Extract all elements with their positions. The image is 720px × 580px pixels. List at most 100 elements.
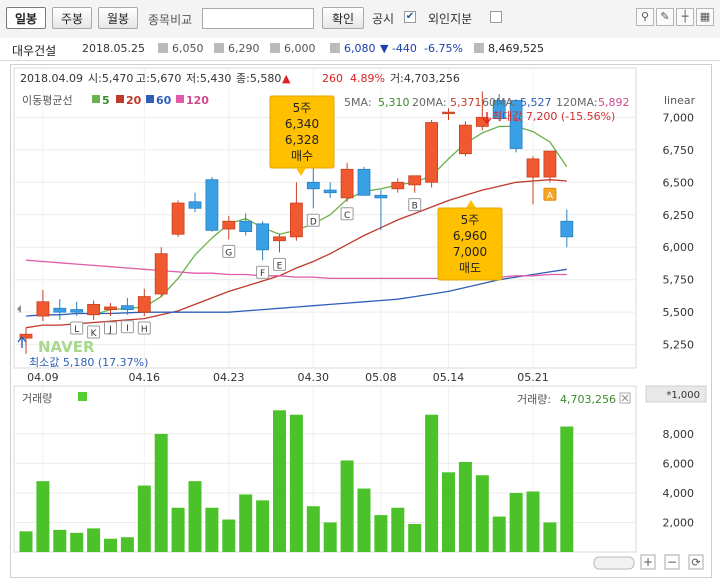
ma-legend-title: 이동평균선 — [22, 94, 73, 107]
scale-label[interactable]: linear — [664, 94, 696, 107]
crosshair-icon[interactable]: ┼ — [676, 8, 694, 26]
pin-icon[interactable]: ⚲ — [636, 8, 654, 26]
left-collapse-icon[interactable] — [17, 305, 21, 313]
x-tick-label: 04.16 — [129, 371, 161, 384]
candle — [340, 162, 354, 202]
buy-callout[interactable]: 5주 6,340 6,328 매수 — [269, 95, 335, 176]
stock-info-bar: 대우건설 2018.05.25 6,050 6,290 6,000 6,080 … — [0, 38, 720, 61]
volume-icon — [474, 43, 484, 53]
volume-bar — [323, 522, 337, 552]
foreign-checkbox[interactable] — [490, 11, 502, 23]
buy-callout-line-3: 6,328 — [285, 133, 319, 147]
volume-bar — [120, 537, 134, 552]
max-arrow-icon — [482, 112, 492, 125]
buy-callout-line-1: 5주 — [293, 101, 312, 115]
event-marker-label: K — [91, 329, 98, 339]
candle-body — [526, 158, 540, 178]
zoom-in-icon: + — [643, 555, 653, 569]
volume-bar — [425, 414, 439, 552]
volume-tick-label: 8,000 — [663, 428, 695, 441]
event-marker-box — [120, 320, 134, 334]
pen-icon[interactable]: ✎ — [656, 8, 674, 26]
candle-body — [442, 111, 455, 115]
chart-frame — [10, 64, 712, 578]
trade-volume: 8,469,525 — [474, 42, 544, 55]
event-marker-label: E — [277, 261, 283, 271]
close-price: 6,080 — [330, 42, 376, 55]
volume-bar — [188, 481, 202, 552]
ma5-value: 5,310 — [378, 96, 410, 109]
candle — [239, 213, 253, 236]
zoom-out-button[interactable] — [664, 554, 680, 570]
candle — [154, 247, 168, 297]
tab-weekly[interactable]: 주봉 — [52, 7, 92, 29]
price-axis-ticks: 5,250 5,500 5,750 6,000 6,250 6,500 6,750 7,000 — [663, 111, 695, 351]
volume-tick-label: 2,000 — [663, 516, 695, 529]
volume-bar — [289, 414, 303, 552]
ma-line-5 — [93, 125, 568, 316]
min-arrow-icon — [17, 335, 27, 348]
candle-body — [239, 220, 253, 233]
refresh-button[interactable] — [688, 554, 704, 570]
event-marker: J — [104, 321, 117, 335]
buy-callout-line-4: 매수 — [291, 149, 313, 163]
event-marker: E — [273, 257, 286, 271]
event-marker-label: D — [310, 217, 317, 227]
event-markers: L K J I H G F E D C B A — [70, 187, 557, 339]
buy-callout-line-2: 6,340 — [285, 117, 319, 131]
candle — [306, 162, 320, 209]
candle — [425, 119, 439, 188]
low-price: 6,000 — [270, 42, 316, 55]
tab-monthly[interactable]: 월봉 — [98, 7, 138, 29]
sell-callout[interactable]: 5주 6,960 7,000 매도 — [437, 200, 503, 281]
volume-bar — [306, 506, 320, 552]
event-marker: G — [222, 244, 236, 258]
volume-bars — [19, 410, 574, 552]
event-marker: I — [120, 320, 134, 334]
candle — [53, 299, 67, 320]
volume-bar — [53, 529, 67, 552]
ma20-legend: 20 — [126, 94, 142, 107]
volume-bar — [104, 538, 117, 552]
event-marker-box — [543, 187, 557, 201]
compare-input[interactable] — [202, 8, 314, 29]
volume-tick-label: 4,000 — [663, 487, 695, 500]
candle-body — [171, 202, 185, 235]
candle — [256, 221, 270, 261]
event-marker: F — [256, 265, 270, 279]
candle-body — [154, 253, 168, 295]
volume-bar — [543, 522, 557, 552]
price-change-pct: -6.75% — [424, 42, 463, 55]
event-marker: C — [340, 207, 354, 221]
ma5-value-label: 5MA: — [344, 96, 372, 109]
foreign-label: 외인지분 — [428, 12, 473, 26]
hover-change-pct: 4.89% — [350, 72, 385, 85]
tab-daily[interactable]: 일봉 — [6, 7, 46, 29]
candle — [289, 182, 303, 241]
candle-body — [357, 168, 371, 196]
candle — [104, 303, 117, 317]
event-marker-box — [408, 198, 422, 212]
volume-tick-label: 6,000 — [663, 457, 695, 470]
candle-body — [256, 223, 270, 251]
scroll-slider[interactable] — [593, 556, 635, 570]
event-marker: H — [137, 321, 151, 335]
candle-body — [222, 220, 236, 230]
confirm-button[interactable]: 확인 — [322, 7, 364, 29]
ma60-swatch — [146, 95, 154, 103]
notice-checkbox[interactable]: ✔ — [404, 11, 416, 23]
hover-close: 종:5,580 — [236, 72, 281, 85]
volume-bar — [36, 481, 50, 552]
multi-chart-icon[interactable]: ▦ — [696, 8, 714, 26]
volume-bar — [273, 410, 286, 552]
volume-title: 거래량 — [22, 392, 52, 405]
candlesticks — [19, 91, 574, 354]
open-price: 6,050 — [158, 42, 204, 55]
volume-current-value: 4,703,256 — [560, 393, 616, 406]
zoom-in-button[interactable] — [640, 554, 656, 570]
event-marker-label: J — [108, 325, 112, 335]
candle-body — [509, 100, 523, 149]
candle — [543, 150, 557, 183]
candle — [222, 216, 236, 240]
